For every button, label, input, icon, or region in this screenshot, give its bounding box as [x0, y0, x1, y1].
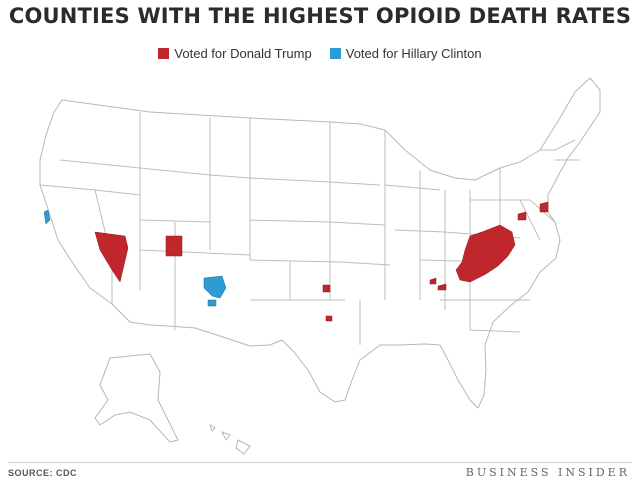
county-california-clinton — [43, 209, 51, 225]
county-utah-trump — [165, 235, 183, 257]
map-title: COUNTIES WITH THE HIGHEST OPIOID DEATH R… — [8, 4, 632, 28]
legend-item-trump: Voted for Donald Trump — [158, 46, 312, 61]
county-newmexico-clinton — [203, 275, 227, 299]
county-md-trump — [539, 201, 549, 213]
legend-label-clinton: Voted for Hillary Clinton — [345, 46, 482, 61]
county-tennessee-trump — [429, 277, 447, 291]
brand-logo: BUSINESS INSIDER — [465, 466, 630, 479]
legend-swatch-trump — [158, 48, 170, 59]
county-newmexico-clinton-2 — [207, 299, 217, 307]
legend-label-trump: Voted for Donald Trump — [174, 46, 312, 61]
state-borders — [39, 112, 580, 345]
county-penn-trump — [517, 211, 527, 221]
county-nevada-trump — [94, 231, 129, 283]
legend-item-clinton: Voted for Hillary Clinton — [329, 46, 482, 61]
source-credit: SOURCE: CDC — [8, 468, 78, 478]
county-appalachia-trump — [455, 224, 516, 283]
legend-swatch-clinton — [329, 48, 341, 59]
alaska — [94, 353, 179, 443]
county-oklahoma-trump — [322, 284, 331, 293]
us-county-map — [39, 77, 601, 455]
county-oklahoma-trump-2 — [325, 315, 333, 322]
us-outline — [39, 77, 601, 409]
hawaii — [209, 423, 251, 455]
legend: Voted for Donald Trump Voted for Hillary… — [0, 46, 640, 61]
footer-divider — [8, 462, 632, 463]
